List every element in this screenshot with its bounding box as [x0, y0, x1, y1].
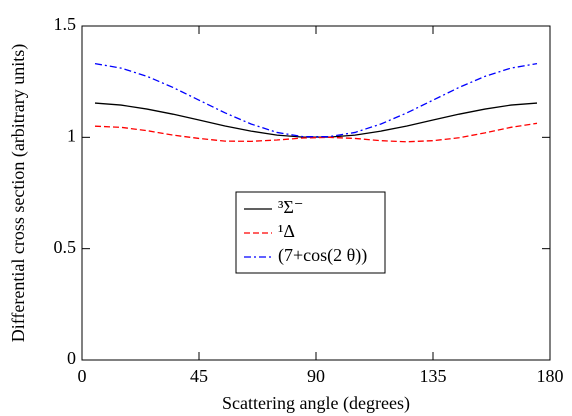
x-tick-label: 90	[307, 366, 325, 386]
legend-box	[235, 191, 386, 274]
y-tick-label: 0	[67, 348, 76, 368]
y-axis-label: Differential cross section (arbitrary un…	[8, 44, 29, 343]
y-tick-label: 1.5	[54, 14, 77, 34]
series-line	[94, 62, 538, 138]
x-tick-label: 45	[190, 366, 208, 386]
legend-label: (7+cos(2 θ))	[278, 245, 367, 266]
series-line	[94, 122, 538, 143]
legend-label: ¹Δ	[278, 221, 295, 241]
x-axis-label: Scattering angle (degrees)	[222, 393, 410, 414]
x-tick-label: 0	[78, 366, 87, 386]
x-tick-label: 135	[420, 366, 447, 386]
series-line	[94, 102, 538, 138]
y-tick-label: 0.5	[54, 237, 77, 257]
x-tick-label: 180	[537, 366, 564, 386]
y-tick-label: 1	[67, 125, 76, 145]
legend-label: ³Σ⁻	[278, 197, 303, 217]
